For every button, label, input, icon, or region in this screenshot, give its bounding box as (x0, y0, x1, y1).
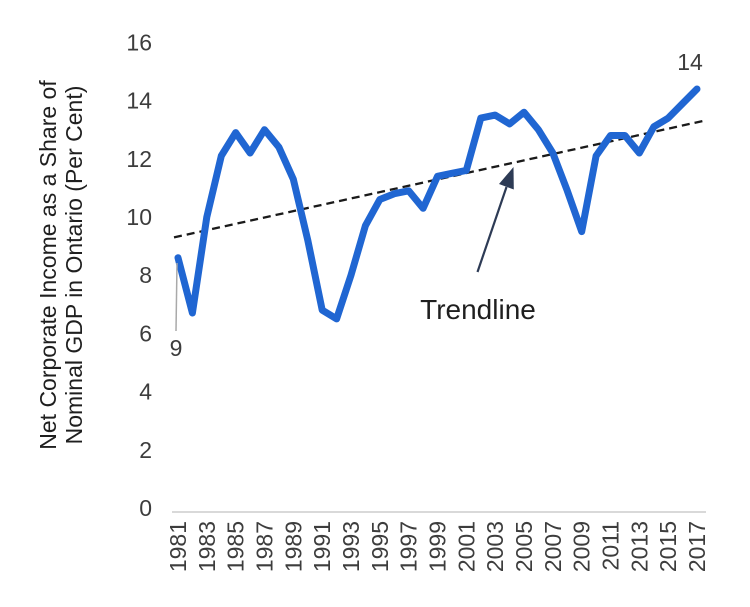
x-tick-label: 2005 (511, 521, 537, 572)
y-tick-label: 2 (139, 437, 152, 463)
x-tick-label: 2015 (655, 521, 681, 572)
y-tick-label: 6 (139, 320, 152, 346)
x-tick-label: 1987 (252, 521, 278, 572)
x-tick-label: 1993 (338, 521, 364, 572)
callout-leader-line (175, 262, 178, 332)
x-tick-label: 2001 (453, 521, 479, 572)
trendline-arrow-shaft (476, 186, 508, 273)
y-tick-label: 4 (139, 379, 152, 405)
x-tick-label: 2017 (684, 521, 710, 572)
x-tick-label: 1983 (194, 521, 220, 572)
x-tick-label: 1999 (425, 521, 451, 572)
x-tick-label: 1981 (165, 521, 191, 572)
x-tick-label: 2009 (569, 521, 595, 572)
y-tick-label: 10 (126, 204, 152, 230)
x-tick-label: 2007 (540, 521, 566, 572)
last-point-callout: 14 (677, 49, 703, 75)
data-line (174, 85, 701, 323)
x-axis-tick-labels: 1981 1983 1985 1987 1989 1991 1993 1995 1997 1999… (165, 521, 710, 572)
y-axis-tick-labels: 0 2 4 6 8 10 12 14 16 (126, 29, 152, 521)
x-tick-label: 1995 (367, 521, 393, 572)
x-tick-label: 2003 (482, 521, 508, 572)
y-axis-title-line-1: Net Corporate Income as a Share of (35, 80, 61, 450)
trendline-label: Trendline (420, 294, 536, 325)
y-tick-label: 14 (126, 88, 152, 114)
x-tick-label: 1991 (309, 521, 335, 572)
x-tick-label: 1997 (396, 521, 422, 572)
first-point-callout: 9 (170, 335, 183, 361)
y-axis-title-line-2: Nominal GDP in Ontario (Per Cent) (61, 86, 87, 445)
trendline-arrowhead-icon (499, 167, 514, 190)
y-tick-label: 12 (126, 146, 152, 172)
y-tick-label: 0 (139, 495, 152, 521)
y-tick-label: 8 (139, 262, 152, 288)
x-tick-label: 1985 (223, 521, 249, 572)
x-tick-label: 1989 (280, 521, 306, 572)
x-tick-label: 2011 (598, 521, 624, 570)
x-tick-label: 2013 (626, 521, 652, 572)
y-tick-label: 16 (126, 29, 152, 55)
